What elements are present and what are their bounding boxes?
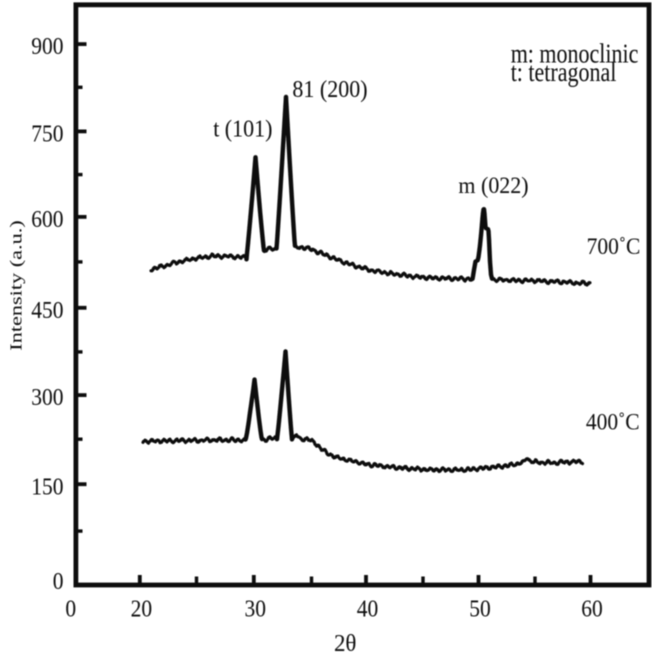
svg-text:m (022): m (022)	[458, 173, 528, 199]
svg-text:900: 900	[31, 33, 63, 59]
svg-text:50: 50	[469, 596, 490, 622]
svg-text:0: 0	[53, 568, 64, 594]
svg-text:150: 150	[31, 473, 63, 499]
svg-text:20: 20	[131, 596, 152, 622]
svg-text:400˚C: 400˚C	[586, 409, 640, 435]
svg-text:700˚C: 700˚C	[587, 233, 641, 259]
svg-text:750: 750	[31, 120, 63, 146]
svg-text:600: 600	[31, 206, 63, 232]
svg-text:m: monoclinic: m: monoclinic	[511, 39, 639, 69]
svg-text:0: 0	[65, 596, 76, 622]
svg-text:30: 30	[245, 596, 266, 622]
svg-text:81 (200): 81 (200)	[292, 76, 367, 103]
svg-text:Intensity (a.u.): Intensity (a.u.)	[7, 220, 26, 350]
svg-text:t (101): t (101)	[213, 116, 272, 143]
svg-text:450: 450	[31, 297, 63, 323]
svg-text:40: 40	[357, 596, 378, 622]
svg-text:60: 60	[581, 596, 602, 622]
svg-text:2θ: 2θ	[334, 631, 357, 653]
svg-text:300: 300	[31, 384, 63, 410]
svg-text:t: tetragonal: t: tetragonal	[511, 58, 617, 88]
